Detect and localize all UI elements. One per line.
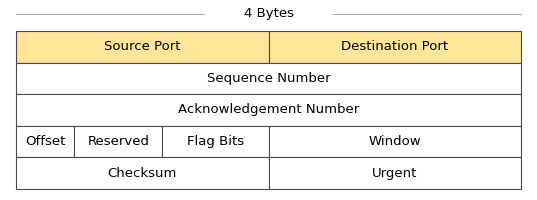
Text: Checksum: Checksum [107, 167, 177, 180]
Text: Destination Port: Destination Port [341, 40, 448, 53]
Bar [163, 126, 268, 157]
Text: Offset: Offset [25, 135, 66, 148]
Text: 4 Bytes: 4 Bytes [243, 7, 294, 21]
Text: Acknowledgement Number: Acknowledgement Number [178, 103, 359, 116]
Bar [16, 63, 521, 94]
Text: Window: Window [368, 135, 421, 148]
Bar [16, 94, 521, 126]
Bar [16, 157, 268, 189]
Bar [268, 31, 521, 63]
Bar [16, 31, 268, 63]
Text: Sequence Number: Sequence Number [207, 72, 330, 85]
Bar [268, 157, 521, 189]
Bar [74, 126, 163, 157]
Bar [268, 126, 521, 157]
Bar [16, 126, 74, 157]
Text: Source Port: Source Port [104, 40, 180, 53]
Text: Reserved: Reserved [88, 135, 149, 148]
Text: Urgent: Urgent [372, 167, 417, 180]
Text: Flag Bits: Flag Bits [187, 135, 244, 148]
